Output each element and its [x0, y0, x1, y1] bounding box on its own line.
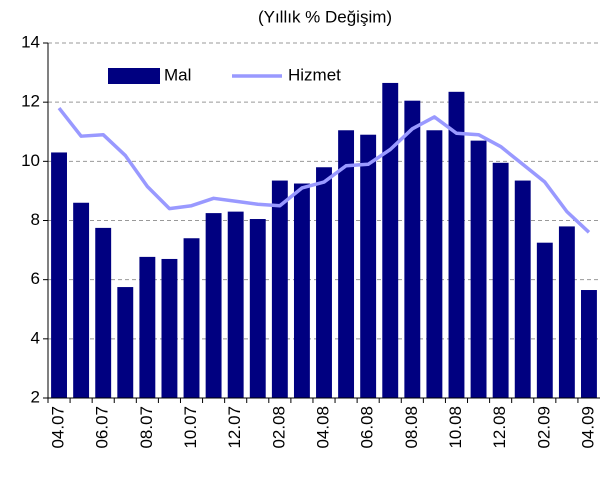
x-tick-label: 06.08	[358, 406, 377, 449]
x-tick-label: 12.08	[490, 406, 509, 449]
y-tick-label: 10	[21, 151, 40, 170]
legend-swatch	[108, 68, 160, 84]
bar	[514, 180, 531, 398]
bar	[426, 130, 443, 399]
bar	[470, 140, 487, 398]
bar	[73, 202, 90, 398]
bar	[227, 211, 244, 398]
bar	[558, 226, 575, 398]
bar	[271, 180, 288, 398]
bar	[581, 290, 597, 398]
bar	[338, 130, 355, 399]
y-tick-label: 12	[21, 92, 40, 111]
bar	[382, 82, 399, 398]
y-tick-label: 4	[31, 328, 40, 347]
y-tick-label: 14	[21, 32, 40, 51]
bar	[117, 287, 134, 398]
y-tick-label: 6	[31, 269, 40, 288]
bar	[139, 256, 156, 398]
bar	[404, 100, 421, 398]
bar	[293, 183, 310, 398]
y-tick-label: 8	[31, 210, 40, 229]
bar	[161, 258, 178, 398]
bar	[492, 162, 509, 398]
x-tick-label: 02.08	[269, 406, 288, 449]
bar	[316, 167, 332, 398]
x-tick-label: 08.08	[402, 406, 421, 449]
bar	[249, 219, 266, 398]
x-tick-label: 04.07	[49, 406, 68, 449]
legend-label: Mal	[164, 65, 191, 84]
bar	[183, 238, 200, 398]
x-tick-label: 06.07	[93, 406, 112, 449]
bar	[448, 91, 465, 398]
bar	[205, 213, 222, 398]
x-tick-label: 04.09	[578, 406, 597, 449]
bar	[51, 152, 67, 398]
x-tick-label: 02.09	[534, 406, 553, 449]
y-tick-label: 2	[31, 387, 40, 406]
chart-title: (Yıllık % Değişim)	[258, 7, 392, 26]
x-tick-label: 10.08	[446, 406, 465, 449]
legend-label: Hizmet	[288, 65, 341, 84]
line	[57, 107, 591, 234]
bar	[536, 242, 553, 398]
x-tick-label: 04.08	[313, 406, 332, 449]
bar	[95, 227, 112, 398]
x-tick-label: 10.07	[181, 406, 200, 449]
bar	[360, 134, 377, 399]
x-tick-label: 12.07	[225, 406, 244, 449]
x-tick-label: 08.07	[137, 406, 156, 449]
